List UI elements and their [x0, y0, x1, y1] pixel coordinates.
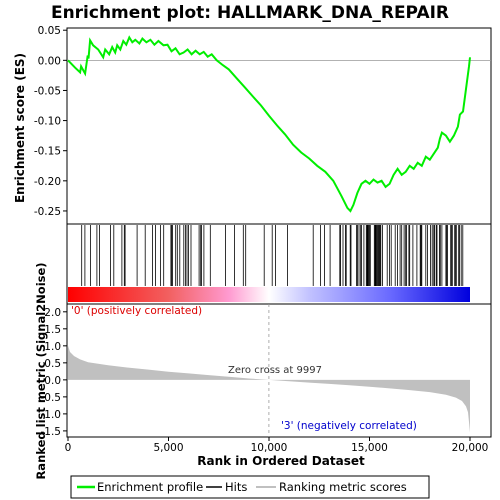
zero-cross-label: Zero cross at 9997 — [228, 365, 322, 376]
es-y-tick-label: -0.25 — [34, 206, 61, 218]
metric-y-tick-label: 0.5 — [44, 358, 61, 370]
es-y-tick-label: -0.05 — [34, 85, 61, 97]
ranked-color-bar — [68, 287, 470, 302]
metric-y-tick-label: -1.5 — [41, 426, 62, 438]
es-y-tick-label: -0.10 — [34, 116, 61, 128]
es-y-tick-label: 0.00 — [38, 55, 61, 67]
legend-hits-label: Hits — [225, 480, 247, 494]
metric-y-tick-label: 1.5 — [44, 324, 61, 336]
legend-box — [70, 475, 430, 499]
x-tick-label: 20,000 — [452, 442, 489, 454]
chart-title: Enrichment plot: HALLMARK_DNA_REPAIR — [51, 3, 449, 23]
x-axis-label: Rank in Ordered Dataset — [197, 454, 365, 468]
x-tick-label: 15,000 — [351, 442, 388, 454]
x-tick-label: 5,000 — [153, 442, 183, 454]
metric-y-tick-label: 0.0 — [44, 375, 61, 387]
x-tick-label: 0 — [65, 442, 72, 454]
legend-metric-label: Ranking metric scores — [279, 480, 407, 494]
metric-y-tick-label: 2.0 — [44, 307, 61, 319]
hit-marks — [81, 225, 464, 286]
metric-y-ticks: 2.0 1.5 1.0 0.5 0.0 -0.5 -1.0 -1.5 — [41, 307, 67, 438]
x-ticks: 0 5,000 10,000 15,000 20,000 — [65, 437, 489, 454]
negative-correlation-label: '3' (negatively correlated) — [281, 420, 417, 432]
es-y-ticks: 0.05 0.00 -0.05 -0.10 -0.15 -0.20 -0.25 — [34, 25, 67, 218]
metric-y-tick-label: -1.0 — [41, 409, 62, 421]
es-y-axis-label: Enrichment score (ES) — [13, 53, 27, 203]
es-y-tick-label: -0.20 — [34, 176, 61, 188]
positive-correlation-label: '0' (positively correlated) — [71, 305, 202, 317]
enrichment-profile-line — [67, 35, 471, 213]
metric-y-tick-label: -0.5 — [41, 392, 62, 404]
es-y-tick-label: -0.15 — [34, 146, 61, 158]
es-panel-frame — [66, 27, 492, 225]
metric-y-tick-label: 1.0 — [44, 341, 61, 353]
metric-y-axis-label: Ranked list metric (Signal2Noise) — [34, 262, 48, 479]
x-tick-label: 10,000 — [251, 442, 288, 454]
legend-enrichment-label: Enrichment profile — [97, 480, 203, 494]
es-y-tick-label: 0.05 — [38, 25, 61, 37]
